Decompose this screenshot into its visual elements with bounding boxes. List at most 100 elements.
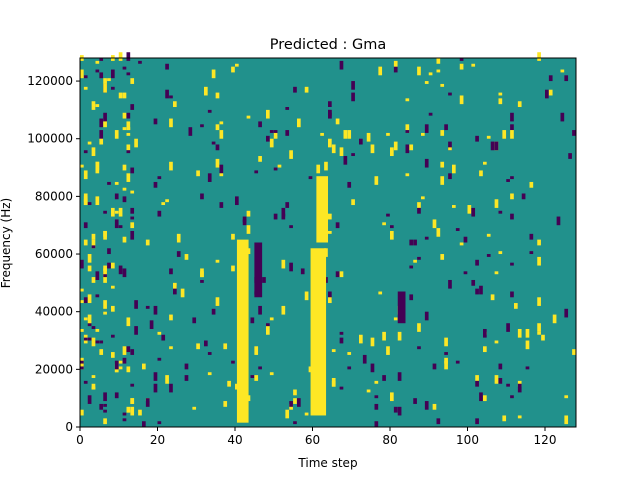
heatmap-cell (169, 268, 173, 275)
heatmap-cell (231, 233, 235, 240)
x-tick-label: 80 (382, 433, 397, 447)
heatmap-cell (153, 118, 158, 125)
heatmap-cell (370, 144, 375, 154)
heatmap-cell (126, 52, 131, 61)
heatmap-cell (126, 366, 131, 373)
heatmap-cell (103, 392, 107, 402)
heatmap-cell (196, 343, 200, 350)
heatmap-cell (413, 239, 417, 246)
heatmap-cell (173, 101, 177, 108)
heatmap-cell (111, 352, 115, 358)
heatmap-cell (114, 181, 119, 185)
heatmap-cell (452, 164, 456, 174)
heatmap-cell (498, 251, 503, 255)
heatmap-cell (382, 331, 386, 341)
heatmap-cell (111, 285, 115, 289)
heatmap-cell (99, 340, 104, 344)
heatmap-cell (107, 262, 111, 269)
heatmap-cell (328, 297, 332, 304)
heatmap-cell (304, 291, 309, 301)
heatmap-cell (87, 323, 92, 327)
heatmap-cell (103, 409, 107, 413)
heatmap-cell (498, 363, 503, 370)
heatmap-cell (83, 337, 88, 341)
heatmap-cell (386, 132, 390, 136)
heatmap-cell (328, 138, 332, 148)
heatmap-cell (87, 395, 92, 404)
heatmap-cell (494, 271, 499, 275)
heatmap-cell (145, 239, 150, 246)
heatmap-cell (122, 268, 127, 278)
heatmap-cell (351, 153, 355, 157)
heatmap-cell (328, 291, 332, 301)
heatmap-band-3 (254, 242, 263, 298)
heatmap-cell (103, 418, 107, 425)
heatmap-cell (494, 340, 499, 344)
heatmap-cell (444, 124, 448, 131)
heatmap-cell (432, 363, 437, 370)
heatmap-cell (393, 406, 398, 413)
heatmap-cell (91, 239, 96, 249)
heatmap-cell (448, 92, 452, 96)
heatmap-cell (83, 380, 88, 384)
heatmap-cell (374, 403, 379, 410)
heatmap-cell (161, 202, 166, 206)
heatmap-cell (107, 78, 111, 82)
heatmap-cell (211, 308, 216, 315)
heatmap-cell (207, 372, 212, 376)
heatmap-cell (297, 118, 301, 128)
heatmap-cell (103, 403, 107, 407)
heatmap-cell (517, 383, 522, 393)
heatmap-cell (122, 187, 127, 191)
heatmap-cell (331, 144, 336, 154)
heatmap-cell (498, 210, 503, 214)
heatmap-cell (211, 141, 216, 145)
heatmap-cell (269, 138, 274, 148)
heatmap-cell (529, 251, 534, 255)
heatmap-cell (560, 112, 565, 122)
heatmap-cell (130, 222, 135, 229)
heatmap-cell (153, 383, 158, 393)
heatmap-cell (417, 346, 421, 350)
heatmap-cell (111, 86, 115, 90)
heatmap-cell (95, 340, 100, 344)
heatmap-cell (459, 63, 464, 70)
heatmap-cell (289, 403, 293, 410)
heatmap-cell (114, 193, 119, 200)
heatmap-cell (525, 340, 530, 350)
heatmap-cell (475, 288, 479, 295)
heatmap-cell (467, 205, 472, 214)
heatmap-cell (219, 130, 224, 139)
heatmap-cell (99, 349, 104, 355)
heatmap-cell (300, 268, 305, 275)
heatmap-cell (95, 271, 100, 280)
heatmap-cell (510, 395, 514, 399)
heatmap-cell (382, 375, 386, 381)
heatmap-cell (122, 164, 127, 171)
heatmap-cell (486, 233, 491, 237)
heatmap-cell (448, 173, 452, 180)
heatmap-cell (506, 179, 510, 182)
heatmap-cell (80, 259, 84, 269)
heatmap-cell (339, 147, 344, 157)
heatmap-cell (483, 346, 487, 353)
heatmap-cell (494, 141, 499, 151)
heatmap-cell (390, 225, 394, 229)
y-tick-label: 20000 (35, 362, 73, 376)
heatmap-cell (510, 176, 514, 180)
heatmap-cell (130, 383, 135, 387)
heatmap-cell (250, 317, 255, 324)
heatmap-cell (521, 193, 526, 200)
heatmap-cell (169, 118, 173, 128)
heatmap-cell (83, 317, 88, 321)
heatmap-cell (114, 392, 119, 399)
heatmap-band-0 (236, 239, 249, 423)
heatmap-cell (87, 294, 92, 304)
heatmap-cell (405, 144, 410, 154)
heatmap-cell (87, 254, 92, 263)
heatmap-cell (343, 130, 348, 139)
heatmap-cell (289, 262, 293, 272)
heatmap-cell (153, 305, 158, 315)
heatmap-cell (374, 395, 379, 399)
